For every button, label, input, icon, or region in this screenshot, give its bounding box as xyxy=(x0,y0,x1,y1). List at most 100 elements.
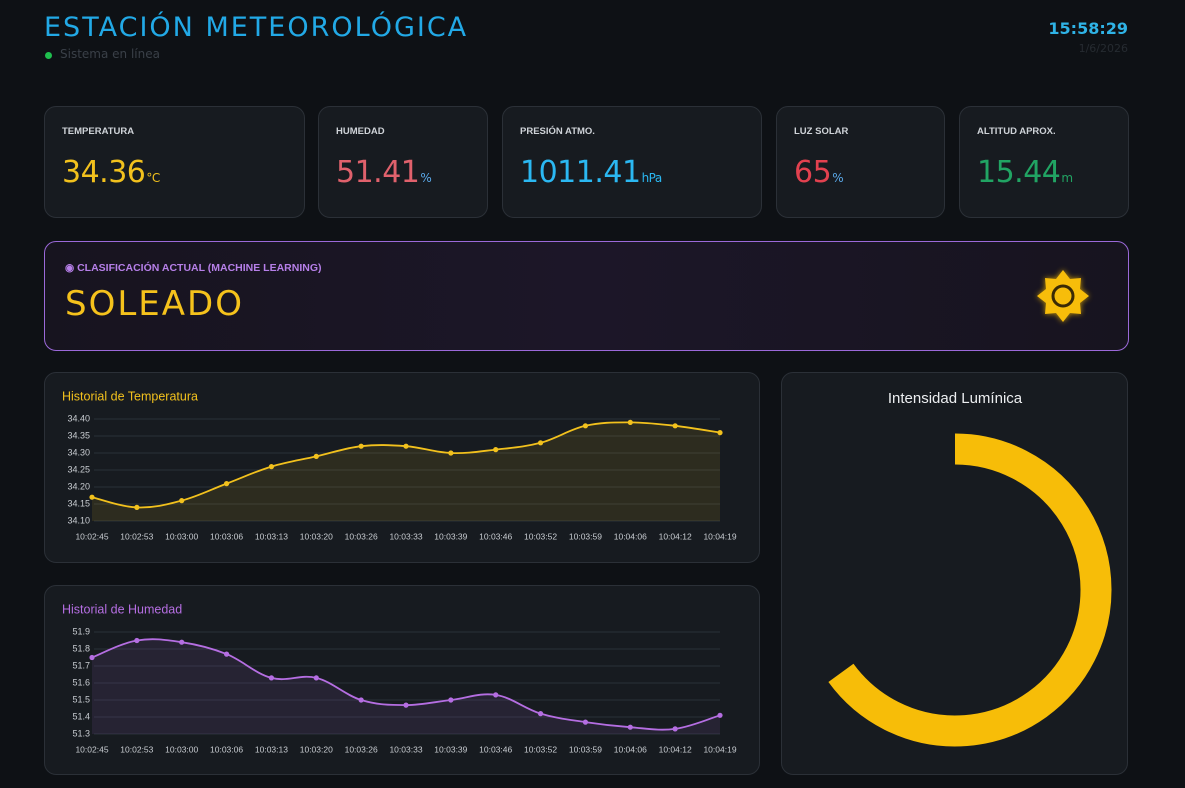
point xyxy=(493,447,499,453)
x-tick-label: 10:03:33 xyxy=(389,531,422,541)
metric-value: 1011.41 xyxy=(520,155,641,190)
metric-card: PRESIÓN ATMO. 1011.41hPa xyxy=(502,106,762,218)
classification-label-text: CLASIFICACIÓN ACTUAL (MACHINE LEARNING) xyxy=(77,262,322,274)
point xyxy=(179,498,185,504)
point xyxy=(717,430,723,436)
chart-panel: Historial de Humedad 51.3 51.4 51.5 51.6 51.7… xyxy=(44,585,760,775)
metric-unit: m xyxy=(1061,171,1073,185)
x-tick-label: 10:03:52 xyxy=(524,531,557,541)
x-tick-label: 10:04:12 xyxy=(659,744,692,754)
metric-value: 15.44 xyxy=(977,155,1061,190)
point xyxy=(627,419,633,425)
y-tick-label: 51.9 xyxy=(72,626,90,636)
metric-value-wrap: 65% xyxy=(794,155,844,190)
x-tick-label: 10:02:45 xyxy=(75,531,108,541)
metric-value: 65 xyxy=(794,155,832,190)
point xyxy=(537,711,544,717)
sun-rays xyxy=(1037,270,1089,322)
point xyxy=(493,692,499,698)
x-tick-label: 10:03:39 xyxy=(434,744,467,754)
y-tick-label: 51.7 xyxy=(72,660,90,670)
point xyxy=(358,697,364,703)
metric-value: 34.36 xyxy=(62,155,146,190)
metric-card: HUMEDAD 51.41% xyxy=(318,106,488,218)
chart-title: Historial de Temperatura xyxy=(62,389,198,403)
y-tick-label: 34.15 xyxy=(67,498,90,508)
x-tick-label: 10:04:06 xyxy=(614,531,647,541)
y-tick-label: 34.20 xyxy=(67,481,90,491)
point xyxy=(582,719,589,725)
x-tick-label: 10:03:46 xyxy=(479,531,512,541)
x-tick-label: 10:03:20 xyxy=(300,531,333,541)
metric-label: ALTITUD APROX. xyxy=(977,126,1056,137)
point xyxy=(448,697,454,703)
sun-icon xyxy=(1037,270,1089,322)
x-tick-label: 10:03:20 xyxy=(300,744,333,754)
line-area xyxy=(92,422,720,521)
temperature-chart: Historial de Temperatura 34.10 34.15 34.20 3… xyxy=(62,389,737,541)
metric-card: TEMPERATURA 34.36°C xyxy=(44,106,305,218)
x-tick-label: 10:03:39 xyxy=(434,531,467,541)
x-tick-label: 10:04:19 xyxy=(703,744,736,754)
point xyxy=(358,443,364,449)
point xyxy=(89,494,95,500)
line-area xyxy=(92,639,720,734)
point xyxy=(89,654,95,661)
point xyxy=(223,651,230,657)
classification-value: SOLEADO xyxy=(65,284,244,324)
clock: 15:58:29 xyxy=(1048,19,1128,38)
y-tick-label: 34.10 xyxy=(67,515,90,525)
point xyxy=(223,481,230,487)
x-tick-label: 10:03:00 xyxy=(165,744,198,754)
point xyxy=(268,464,275,470)
metric-label: LUZ SOLAR xyxy=(794,126,849,137)
x-tick-label: 10:03:26 xyxy=(345,531,378,541)
y-tick-label: 51.6 xyxy=(72,677,90,687)
point xyxy=(672,423,678,429)
chart-panel: Intensidad Lumínica xyxy=(781,372,1128,775)
metric-label: PRESIÓN ATMO. xyxy=(520,126,595,137)
status-dot xyxy=(45,52,52,59)
metric-unit: hPa xyxy=(641,171,663,185)
point xyxy=(582,423,589,429)
point xyxy=(179,639,185,645)
point xyxy=(403,443,409,449)
metric-value-wrap: 15.44m xyxy=(977,155,1073,190)
y-tick-label: 51.8 xyxy=(72,643,90,653)
chart-panel: Historial de Temperatura 34.10 34.15 34.20 3… xyxy=(44,372,760,563)
status-text: Sistema en línea xyxy=(60,47,160,61)
metric-value-wrap: 51.41% xyxy=(336,155,432,190)
x-tick-label: 10:03:13 xyxy=(255,744,288,754)
metric-value: 51.41 xyxy=(336,155,420,190)
x-tick-label: 10:04:19 xyxy=(703,531,736,541)
x-tick-label: 10:03:06 xyxy=(210,744,243,754)
y-tick-label: 51.3 xyxy=(72,728,90,738)
x-tick-label: 10:04:12 xyxy=(659,531,692,541)
metric-unit: % xyxy=(832,171,844,185)
y-tick-label: 34.35 xyxy=(67,430,90,440)
point xyxy=(268,675,275,681)
point xyxy=(134,504,140,510)
x-tick-label: 10:03:59 xyxy=(569,531,602,541)
point xyxy=(448,450,454,456)
sun-core xyxy=(1051,284,1075,308)
metric-label: HUMEDAD xyxy=(336,126,385,137)
x-tick-label: 10:02:53 xyxy=(120,744,153,754)
point xyxy=(672,726,678,732)
point xyxy=(537,440,544,446)
gauge-arc xyxy=(828,433,1112,747)
x-tick-label: 10:03:33 xyxy=(389,744,422,754)
x-tick-label: 10:03:59 xyxy=(569,744,602,754)
light-gauge: Intensidad Lumínica xyxy=(828,390,1112,747)
classification-panel: ◉ CLASIFICACIÓN ACTUAL (MACHINE LEARNING… xyxy=(44,241,1129,351)
classification-label: ◉ CLASIFICACIÓN ACTUAL (MACHINE LEARNING… xyxy=(65,262,322,274)
point xyxy=(134,637,140,644)
point xyxy=(717,712,723,718)
y-tick-label: 34.40 xyxy=(67,413,90,423)
x-tick-label: 10:04:06 xyxy=(614,744,647,754)
metric-value-wrap: 1011.41hPa xyxy=(520,155,662,190)
chart-title: Intensidad Lumínica xyxy=(888,390,1023,407)
date: 1/6/2026 xyxy=(1078,42,1128,55)
y-tick-label: 51.4 xyxy=(72,711,90,721)
